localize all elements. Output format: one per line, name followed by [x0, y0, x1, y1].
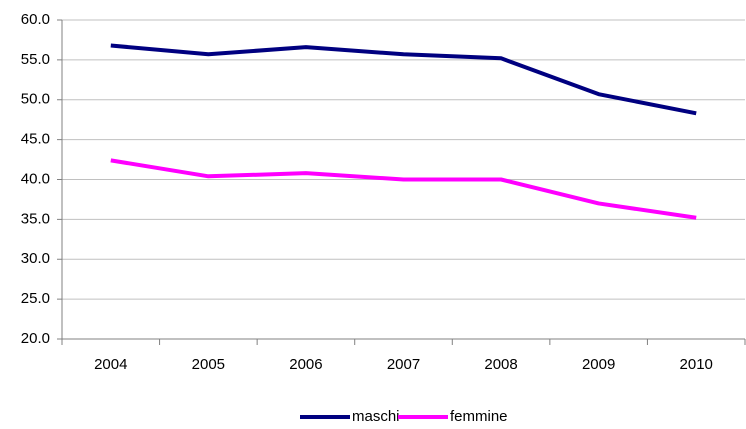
x-tick-label: 2004 — [94, 356, 127, 373]
x-tick-label: 2005 — [192, 356, 225, 373]
y-tick-label: 60.0 — [21, 11, 50, 28]
line-series — [110, 158, 697, 220]
legend-label: maschi — [352, 408, 400, 425]
y-tick-label: 30.0 — [21, 250, 50, 267]
x-tick-label: 2008 — [484, 356, 517, 373]
y-tick-label: 55.0 — [21, 51, 50, 68]
x-tick-label: 2010 — [680, 356, 713, 373]
y-tick-label: 20.0 — [21, 330, 50, 347]
line-series — [110, 43, 697, 116]
y-tick-label: 45.0 — [21, 131, 50, 148]
legend-label: femmine — [450, 408, 508, 425]
x-tick-label: 2009 — [582, 356, 615, 373]
y-tick-label: 25.0 — [21, 290, 50, 307]
y-tick-label: 40.0 — [21, 170, 50, 187]
y-tick-label: 35.0 — [21, 210, 50, 227]
x-tick-label: 2006 — [289, 356, 322, 373]
y-tick-label: 50.0 — [21, 91, 50, 108]
x-tick-label: 2007 — [387, 356, 420, 373]
